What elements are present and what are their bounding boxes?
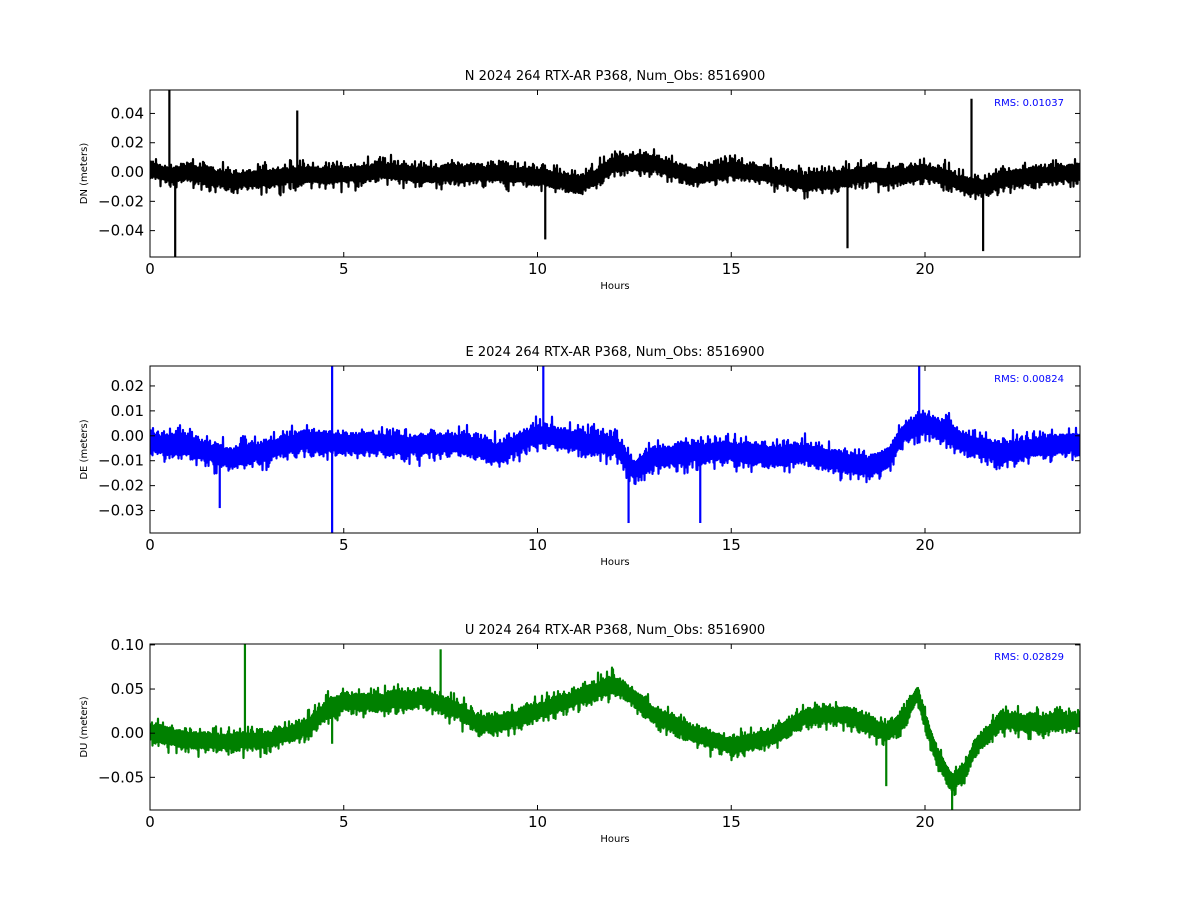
- y-tick-label-n-2: 0.00: [111, 163, 144, 181]
- x-tick-label-n-2: 10: [528, 260, 547, 278]
- series-line-n-0: [150, 148, 1080, 201]
- panel-title-n: N 2024 264 RTX-AR P368, Num_Obs: 8516900: [465, 69, 765, 84]
- y-tick-label-n-3: −0.02: [98, 192, 144, 210]
- y-axis-label-e: DE (meters): [79, 419, 90, 479]
- x-axis-label-u: Hours: [600, 834, 629, 845]
- y-tick-label-e-0: 0.02: [111, 377, 144, 395]
- y-tick-label-n-0: 0.04: [111, 104, 144, 122]
- axes-frame-u: [149, 643, 1081, 811]
- panel-n: 0 5 10 15 20 0.04 0.02 0.00 −0.02 −0.04 N 2024 264…: [79, 69, 1081, 292]
- x-tick-label-n-0: 0: [145, 260, 155, 278]
- y-axis-label-n: DN (meters): [79, 143, 90, 205]
- x-tick-label-e-4: 20: [915, 536, 934, 554]
- panel-title-e: E 2024 264 RTX-AR P368, Num_Obs: 8516900: [466, 345, 765, 360]
- y-tick-label-n-4: −0.04: [98, 222, 144, 240]
- x-axis-label-n: Hours: [600, 281, 629, 292]
- rms-annotation-u: RMS: 0.02829: [994, 652, 1064, 663]
- y-tick-label-e-1: 0.01: [111, 402, 144, 420]
- y-tick-label-e-2: 0.00: [111, 427, 144, 445]
- x-tick-label-u-1: 5: [339, 813, 349, 831]
- series-line-e-0: [150, 409, 1080, 486]
- x-axis-label-e: Hours: [600, 557, 629, 568]
- y-tick-label-e-3: −0.01: [98, 452, 144, 470]
- y-tick-label-u-1: 0.05: [111, 680, 144, 698]
- rms-annotation-e: RMS: 0.00824: [994, 374, 1064, 385]
- y-tick-label-e-4: −0.02: [98, 477, 144, 495]
- panel-title-u: U 2024 264 RTX-AR P368, Num_Obs: 8516900: [465, 623, 765, 638]
- series-line-u-0: [150, 666, 1080, 797]
- y-tick-label-n-1: 0.02: [111, 134, 144, 152]
- x-tick-label-e-1: 5: [339, 536, 349, 554]
- x-tick-label-e-0: 0: [145, 536, 155, 554]
- rms-annotation-n: RMS: 0.01037: [994, 98, 1064, 109]
- panel-u: 0 5 10 15 20 0.10 0.05 0.00 −0.05 U 2024 264 RTX-…: [79, 623, 1081, 845]
- axes-frame-n: [149, 89, 1081, 258]
- x-tick-label-e-2: 10: [528, 536, 547, 554]
- x-tick-label-e-3: 15: [722, 536, 741, 554]
- x-tick-label-n-3: 15: [722, 260, 741, 278]
- x-tick-label-u-3: 15: [722, 813, 741, 831]
- x-tick-label-u-4: 20: [915, 813, 934, 831]
- x-tick-label-u-0: 0: [145, 813, 155, 831]
- y-tick-label-u-0: 0.10: [111, 636, 144, 654]
- y-tick-label-u-3: −0.05: [98, 768, 144, 786]
- y-tick-label-u-2: 0.00: [111, 724, 144, 742]
- x-tick-label-u-2: 10: [528, 813, 547, 831]
- y-axis-label-u: DU (meters): [79, 696, 90, 757]
- y-tick-label-e-5: −0.03: [98, 502, 144, 520]
- panel-e: 0 5 10 15 20 0.02 0.01 0.00 −0.01 −0.02 −0.03 E 202…: [79, 345, 1081, 568]
- axes-frame-e: [149, 365, 1081, 534]
- x-tick-label-n-1: 5: [339, 260, 349, 278]
- x-tick-label-n-4: 20: [915, 260, 934, 278]
